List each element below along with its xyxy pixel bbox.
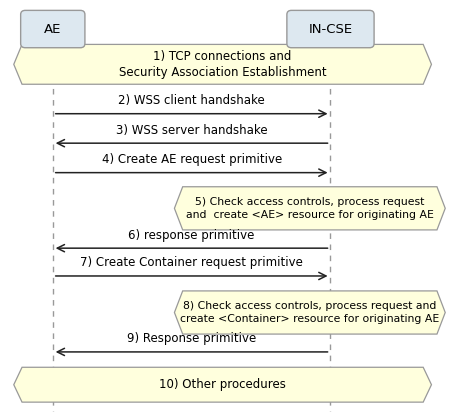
Text: 1) TCP connections and
Security Association Establishment: 1) TCP connections and Security Associat… [119,50,326,79]
Text: 2) WSS client handshake: 2) WSS client handshake [118,94,265,107]
Text: 3) WSS server handshake: 3) WSS server handshake [116,124,268,137]
Text: 7) Create Container request primitive: 7) Create Container request primitive [80,256,303,269]
FancyBboxPatch shape [287,10,374,48]
Text: 10) Other procedures: 10) Other procedures [159,378,286,391]
Polygon shape [14,44,431,84]
Text: IN-CSE: IN-CSE [308,22,353,36]
Text: 8) Check access controls, process request and
create <Container> resource for or: 8) Check access controls, process reques… [180,301,439,324]
Text: AE: AE [44,22,62,36]
Text: 6) response primitive: 6) response primitive [129,229,255,242]
Polygon shape [174,187,445,230]
FancyBboxPatch shape [21,10,85,48]
Polygon shape [14,367,431,402]
Polygon shape [174,291,445,334]
Text: 5) Check access controls, process request
and  create <AE> resource for originat: 5) Check access controls, process reques… [186,197,434,220]
Text: 4) Create AE request primitive: 4) Create AE request primitive [101,153,282,166]
Text: 9) Response primitive: 9) Response primitive [127,332,256,345]
